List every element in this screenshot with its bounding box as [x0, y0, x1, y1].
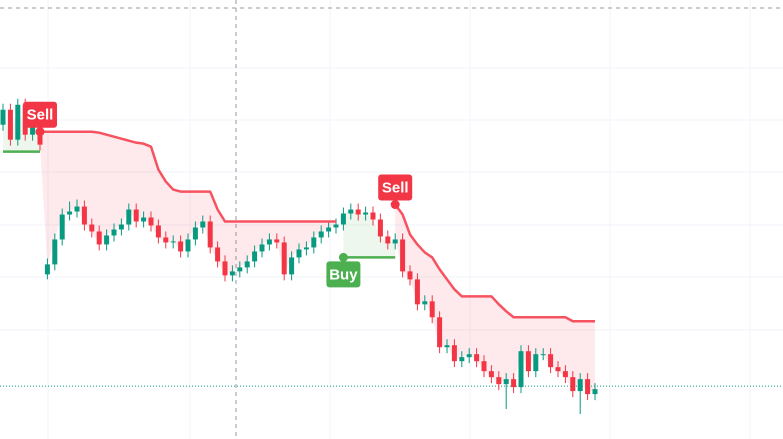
candle-body	[311, 237, 317, 248]
signal: Buy	[326, 252, 361, 288]
candle-body	[303, 247, 309, 250]
candle-body	[540, 354, 546, 356]
candle-body	[363, 212, 369, 215]
candle-body	[422, 301, 428, 305]
trend-fill	[395, 204, 595, 395]
candle-body	[126, 209, 132, 225]
candle-body	[474, 354, 480, 362]
signal-box	[326, 261, 361, 288]
candle-body	[244, 261, 250, 268]
candle-body	[407, 271, 413, 280]
candle-body	[178, 241, 184, 252]
signal-label: Sell	[27, 107, 54, 124]
candle-body	[281, 242, 287, 275]
candle-body	[44, 264, 50, 275]
candle-body	[141, 217, 147, 222]
candle-body	[348, 209, 354, 214]
candle-body	[592, 389, 598, 395]
candle-body	[429, 301, 435, 318]
candle-body	[67, 211, 73, 215]
candle-body	[15, 104, 21, 140]
candle-body	[437, 317, 443, 348]
candle-body	[200, 221, 206, 228]
signal: Sell	[23, 101, 57, 137]
candle-body	[533, 354, 539, 372]
candle-body	[148, 217, 154, 226]
candle-body	[215, 247, 221, 262]
candle-body	[207, 221, 213, 248]
candle-body	[503, 379, 509, 385]
candle-body	[511, 379, 517, 388]
signal: Sell	[378, 174, 413, 210]
candle-body	[133, 209, 139, 222]
candle-body	[163, 237, 169, 243]
candle-body	[259, 244, 265, 252]
signal-box	[23, 101, 57, 128]
candle-body	[318, 231, 324, 238]
candle-body	[488, 371, 494, 378]
candle-body	[333, 224, 339, 228]
signal-label: Buy	[329, 266, 358, 283]
candle-body	[111, 229, 117, 236]
candle-body	[296, 249, 302, 258]
candle-body	[89, 224, 95, 232]
candle-body	[81, 206, 87, 225]
candle-body	[118, 224, 124, 230]
signal-box	[378, 174, 413, 201]
candle-body	[577, 379, 583, 392]
candle-body	[192, 227, 198, 240]
candle-body	[562, 371, 568, 378]
trend-fill	[3, 104, 40, 152]
trend-line	[3, 150, 396, 259]
candle-body	[326, 227, 332, 232]
candle-body	[370, 212, 376, 220]
candle-body	[155, 225, 161, 238]
candle-body	[444, 345, 450, 348]
candle-body	[7, 109, 13, 140]
candle-body	[548, 354, 554, 368]
candle-body	[555, 367, 561, 372]
candle-body	[59, 214, 65, 240]
candle-body	[525, 351, 531, 372]
candle-body	[229, 271, 235, 276]
candle-body	[355, 209, 361, 215]
candle-body	[0, 109, 6, 125]
candle-body	[459, 357, 465, 362]
signal-label: Sell	[382, 180, 409, 197]
candle-body	[170, 241, 176, 243]
candle-body	[340, 213, 346, 225]
candle-body	[414, 279, 420, 305]
candle-body	[570, 377, 576, 392]
trend-line	[40, 130, 595, 323]
candle-body	[252, 251, 258, 262]
candle-body	[518, 351, 524, 388]
candle-body	[274, 239, 280, 243]
candle-body	[222, 261, 228, 276]
candle-body	[377, 219, 383, 237]
candle-body	[237, 267, 243, 272]
candle-body	[392, 239, 398, 244]
trend-fill	[343, 209, 396, 258]
candle-body	[481, 361, 487, 372]
candle-body	[585, 379, 591, 395]
candle-body	[185, 239, 191, 252]
candle-body	[496, 377, 502, 385]
candle-body	[74, 206, 80, 212]
candle-body	[96, 231, 102, 245]
candle-body	[385, 236, 391, 244]
candle-body	[400, 239, 406, 272]
candle-body	[104, 235, 110, 245]
candle-body	[266, 239, 272, 245]
candle-body	[451, 345, 457, 362]
candle-body	[52, 239, 58, 265]
candle-body	[289, 257, 295, 275]
candle-body	[466, 354, 472, 358]
